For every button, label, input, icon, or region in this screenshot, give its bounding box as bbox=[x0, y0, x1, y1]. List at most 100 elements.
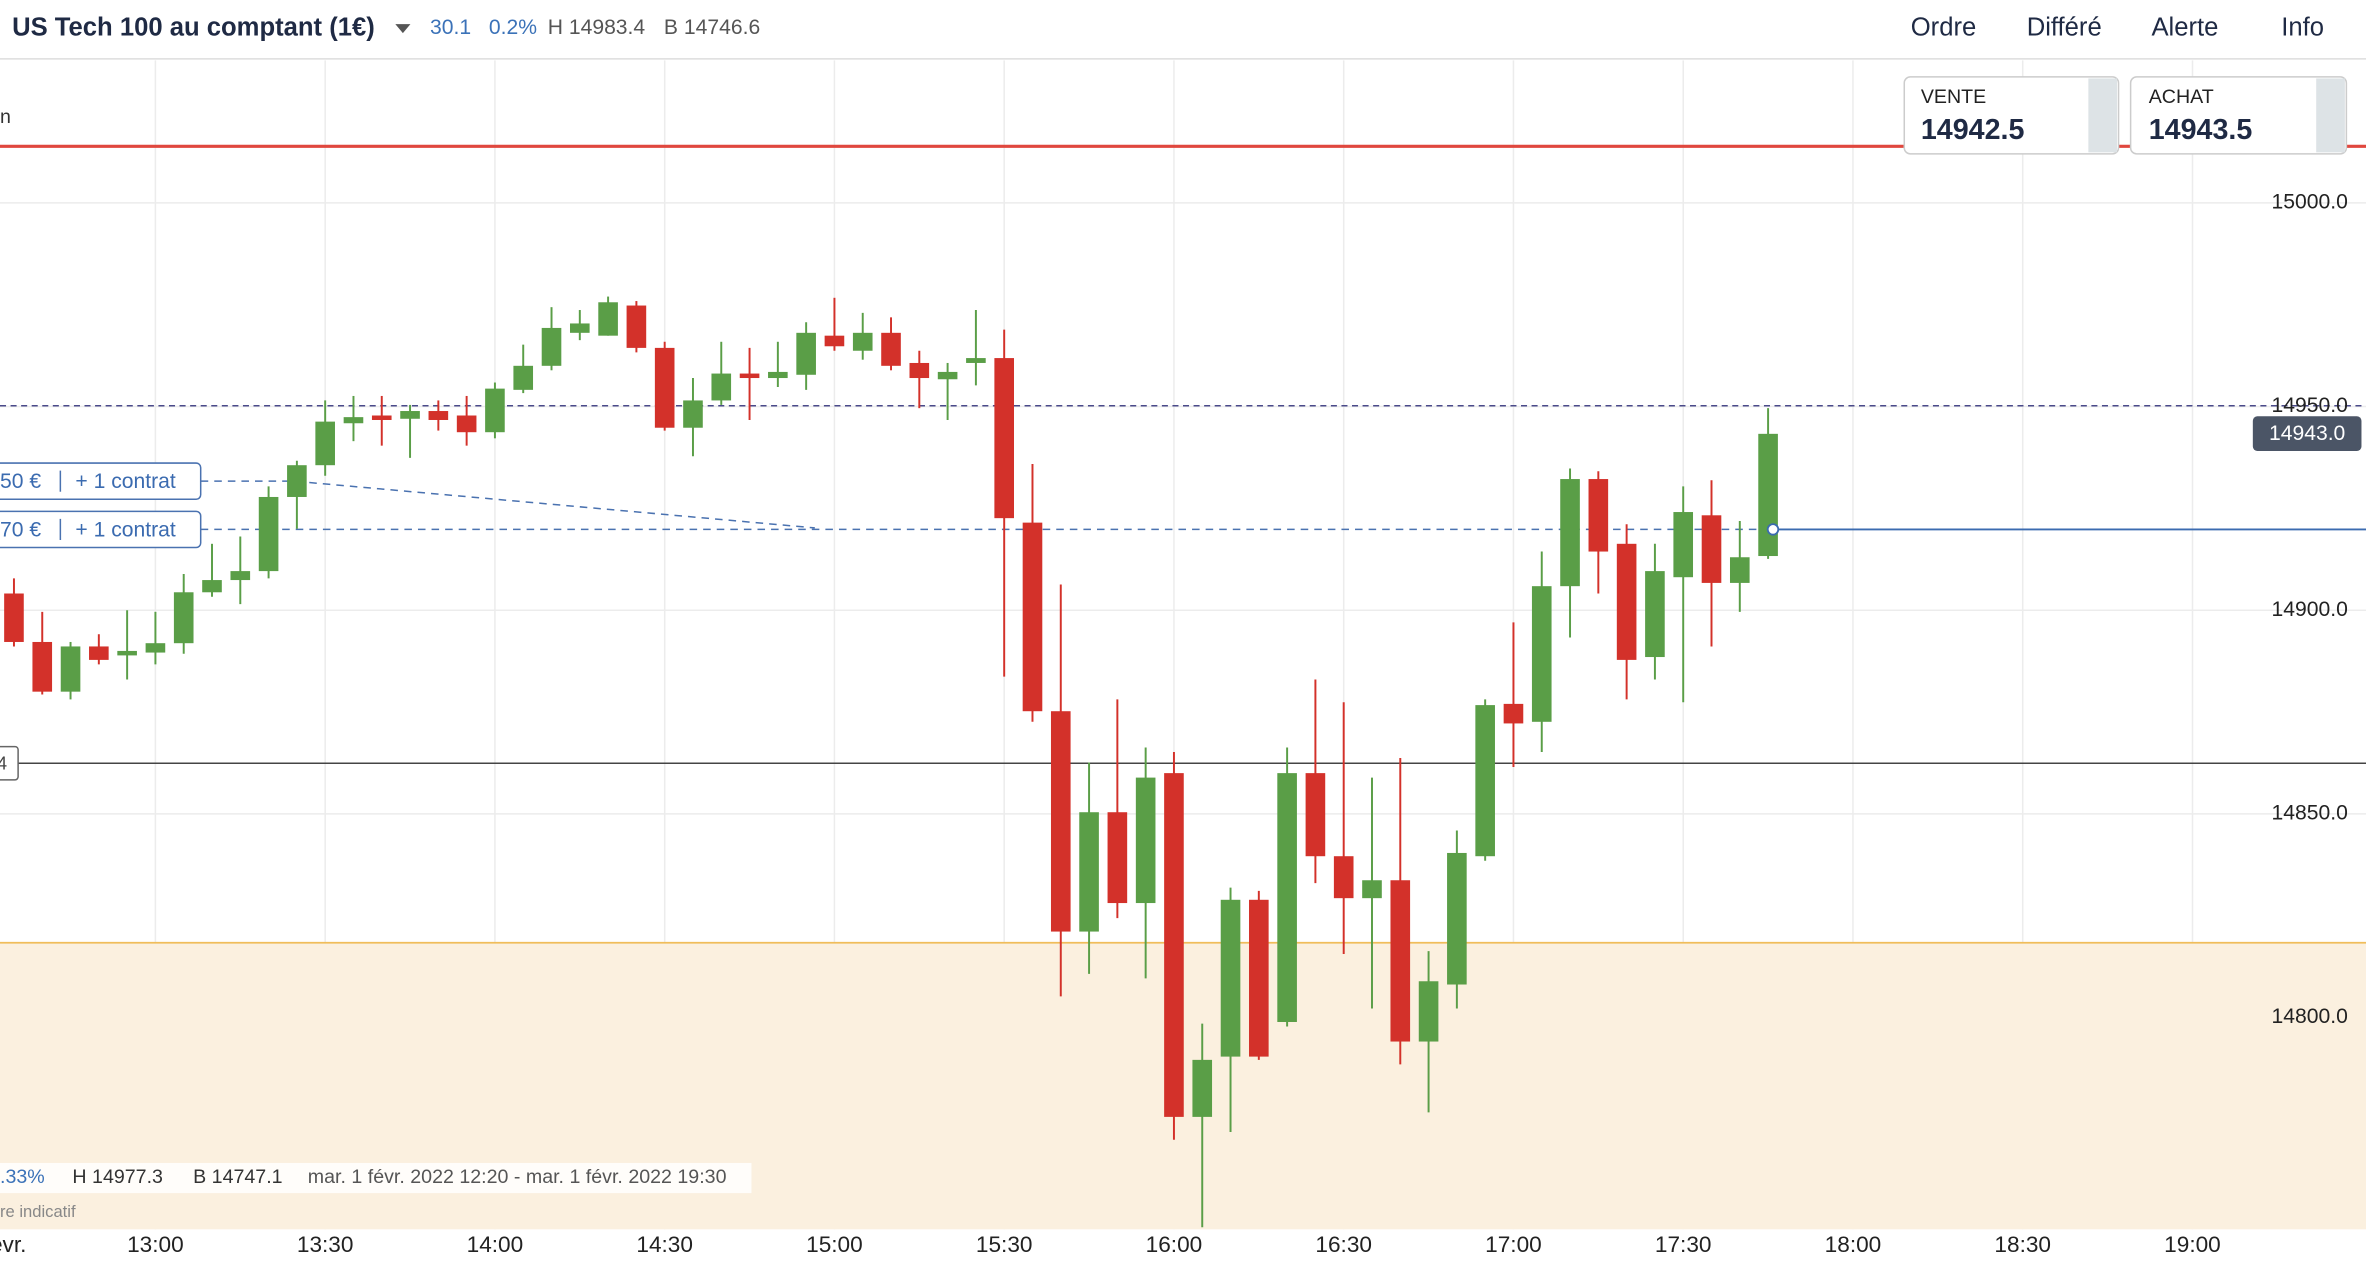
order-tag[interactable]: 70 € + 1 contrat bbox=[0, 510, 202, 549]
candle-body bbox=[173, 592, 194, 644]
candle-body bbox=[202, 580, 222, 593]
candle-body bbox=[89, 646, 109, 660]
header bbox=[0, 0, 2366, 59]
x-tick-label: 14:00 bbox=[467, 1232, 524, 1257]
level-box bbox=[0, 745, 19, 781]
candle-body bbox=[4, 593, 24, 642]
buy-price: 14943.5 bbox=[2149, 114, 2253, 146]
sell-price: 14942.5 bbox=[1921, 114, 2025, 146]
candle-body bbox=[909, 362, 930, 379]
candle-body bbox=[1758, 433, 1778, 557]
candle-body bbox=[1531, 586, 1552, 722]
candle-body bbox=[626, 305, 647, 348]
candle-body bbox=[541, 327, 562, 366]
candle-body bbox=[1673, 512, 1694, 578]
candle-body bbox=[145, 643, 166, 653]
candle-body bbox=[1135, 777, 1156, 904]
candle-body bbox=[1418, 981, 1439, 1042]
candle-body bbox=[1079, 812, 1099, 932]
candle-body bbox=[1503, 703, 1524, 724]
candle-body bbox=[1050, 711, 1071, 932]
candle-body bbox=[824, 335, 845, 347]
candle-body bbox=[1192, 1059, 1213, 1117]
x-tick-label: 15:30 bbox=[976, 1232, 1033, 1257]
y-tick-label: 15000.0 bbox=[2272, 190, 2348, 213]
position-dot bbox=[1766, 523, 1780, 536]
candle-body bbox=[937, 371, 958, 380]
info-range: mar. 1 févr. 2022 12:20 - mar. 1 févr. 2… bbox=[308, 1166, 727, 1188]
candle-body bbox=[428, 411, 449, 420]
candle-body bbox=[852, 332, 873, 351]
candle-body bbox=[513, 365, 534, 390]
candle-body bbox=[768, 371, 788, 379]
menu-item[interactable]: Info bbox=[2281, 13, 2324, 41]
candle-body bbox=[315, 421, 335, 466]
candle-body bbox=[683, 400, 703, 428]
level-box-text: 4 bbox=[0, 754, 7, 774]
info-low: B 14747.1 bbox=[193, 1166, 282, 1188]
side-text: n bbox=[0, 106, 11, 128]
x-tick-label: 14:30 bbox=[636, 1232, 693, 1257]
candles bbox=[4, 296, 1778, 1228]
info-change: .33% bbox=[0, 1166, 45, 1188]
menu-item[interactable]: Différé bbox=[2027, 13, 2102, 41]
x-tick-label: 16:00 bbox=[1146, 1232, 1203, 1257]
candle-body bbox=[343, 417, 364, 424]
menu-item[interactable]: Ordre bbox=[1911, 13, 1977, 41]
order-size: + 1 contrat bbox=[75, 519, 175, 542]
tag-box[interactable] bbox=[0, 510, 202, 549]
price-tag-text: 14943.0 bbox=[2269, 422, 2345, 445]
candle-body bbox=[32, 641, 53, 692]
x-tick-label: 15:00 bbox=[806, 1232, 863, 1257]
candle-body bbox=[287, 465, 307, 497]
x-tick-label: févr. bbox=[0, 1232, 26, 1257]
candle-body bbox=[1022, 522, 1043, 712]
tag-box[interactable] bbox=[0, 462, 202, 501]
x-tick-label: 17:30 bbox=[1655, 1232, 1712, 1257]
high: H 14983.4 bbox=[548, 16, 646, 39]
instrument[interactable]: US Tech 100 au comptant (1€) bbox=[12, 13, 375, 41]
candle-body bbox=[1107, 812, 1128, 904]
x-tick-label: 19:00 bbox=[2164, 1232, 2221, 1257]
y-tick-label: 14850.0 bbox=[2272, 801, 2348, 824]
buy-card[interactable]: ACHAT 14943.5 bbox=[2129, 76, 2348, 155]
candle-body bbox=[966, 358, 986, 363]
candle-body bbox=[456, 415, 477, 433]
order-size: + 1 contrat bbox=[75, 470, 175, 493]
card[interactable] bbox=[1903, 76, 2120, 155]
price-tag bbox=[2252, 416, 2362, 451]
candle-body bbox=[1305, 773, 1326, 857]
order-amount: 70 € bbox=[0, 519, 41, 542]
x-tick-label: 13:30 bbox=[297, 1232, 354, 1257]
candle-body bbox=[1249, 899, 1269, 1057]
candle-body bbox=[1560, 479, 1580, 587]
axes: 14800.0 14850.0 14900.0 14950.0 15000.0 févr.… bbox=[0, 190, 2348, 1256]
candle-body bbox=[739, 373, 760, 379]
candle-body bbox=[654, 347, 675, 428]
candle-body bbox=[258, 496, 279, 572]
x-tick-label: 16:30 bbox=[1315, 1232, 1372, 1257]
candle-body bbox=[569, 323, 590, 333]
candle-body bbox=[1164, 773, 1184, 1117]
dropdown[interactable] bbox=[395, 24, 411, 34]
candle-body bbox=[1588, 479, 1609, 552]
sell-card[interactable]: VENTE 14942.5 bbox=[1903, 76, 2120, 155]
menu-item[interactable]: Alerte bbox=[2151, 13, 2218, 41]
order-tag[interactable]: 50 € + 1 contrat bbox=[0, 462, 202, 501]
buy-label: ACHAT bbox=[2149, 86, 2214, 108]
info-bg bbox=[0, 1162, 752, 1194]
candle-body bbox=[117, 650, 137, 656]
candle-body bbox=[485, 388, 505, 433]
candle-body bbox=[400, 411, 420, 419]
x-tick-label: 18:30 bbox=[1994, 1232, 2051, 1257]
candle-body bbox=[1277, 773, 1297, 1022]
candle-body bbox=[1616, 543, 1637, 660]
candle-body bbox=[1645, 571, 1665, 658]
card-strip bbox=[2316, 78, 2345, 153]
candle-body bbox=[371, 415, 392, 420]
card[interactable] bbox=[2129, 76, 2348, 155]
candle-body bbox=[598, 302, 618, 336]
